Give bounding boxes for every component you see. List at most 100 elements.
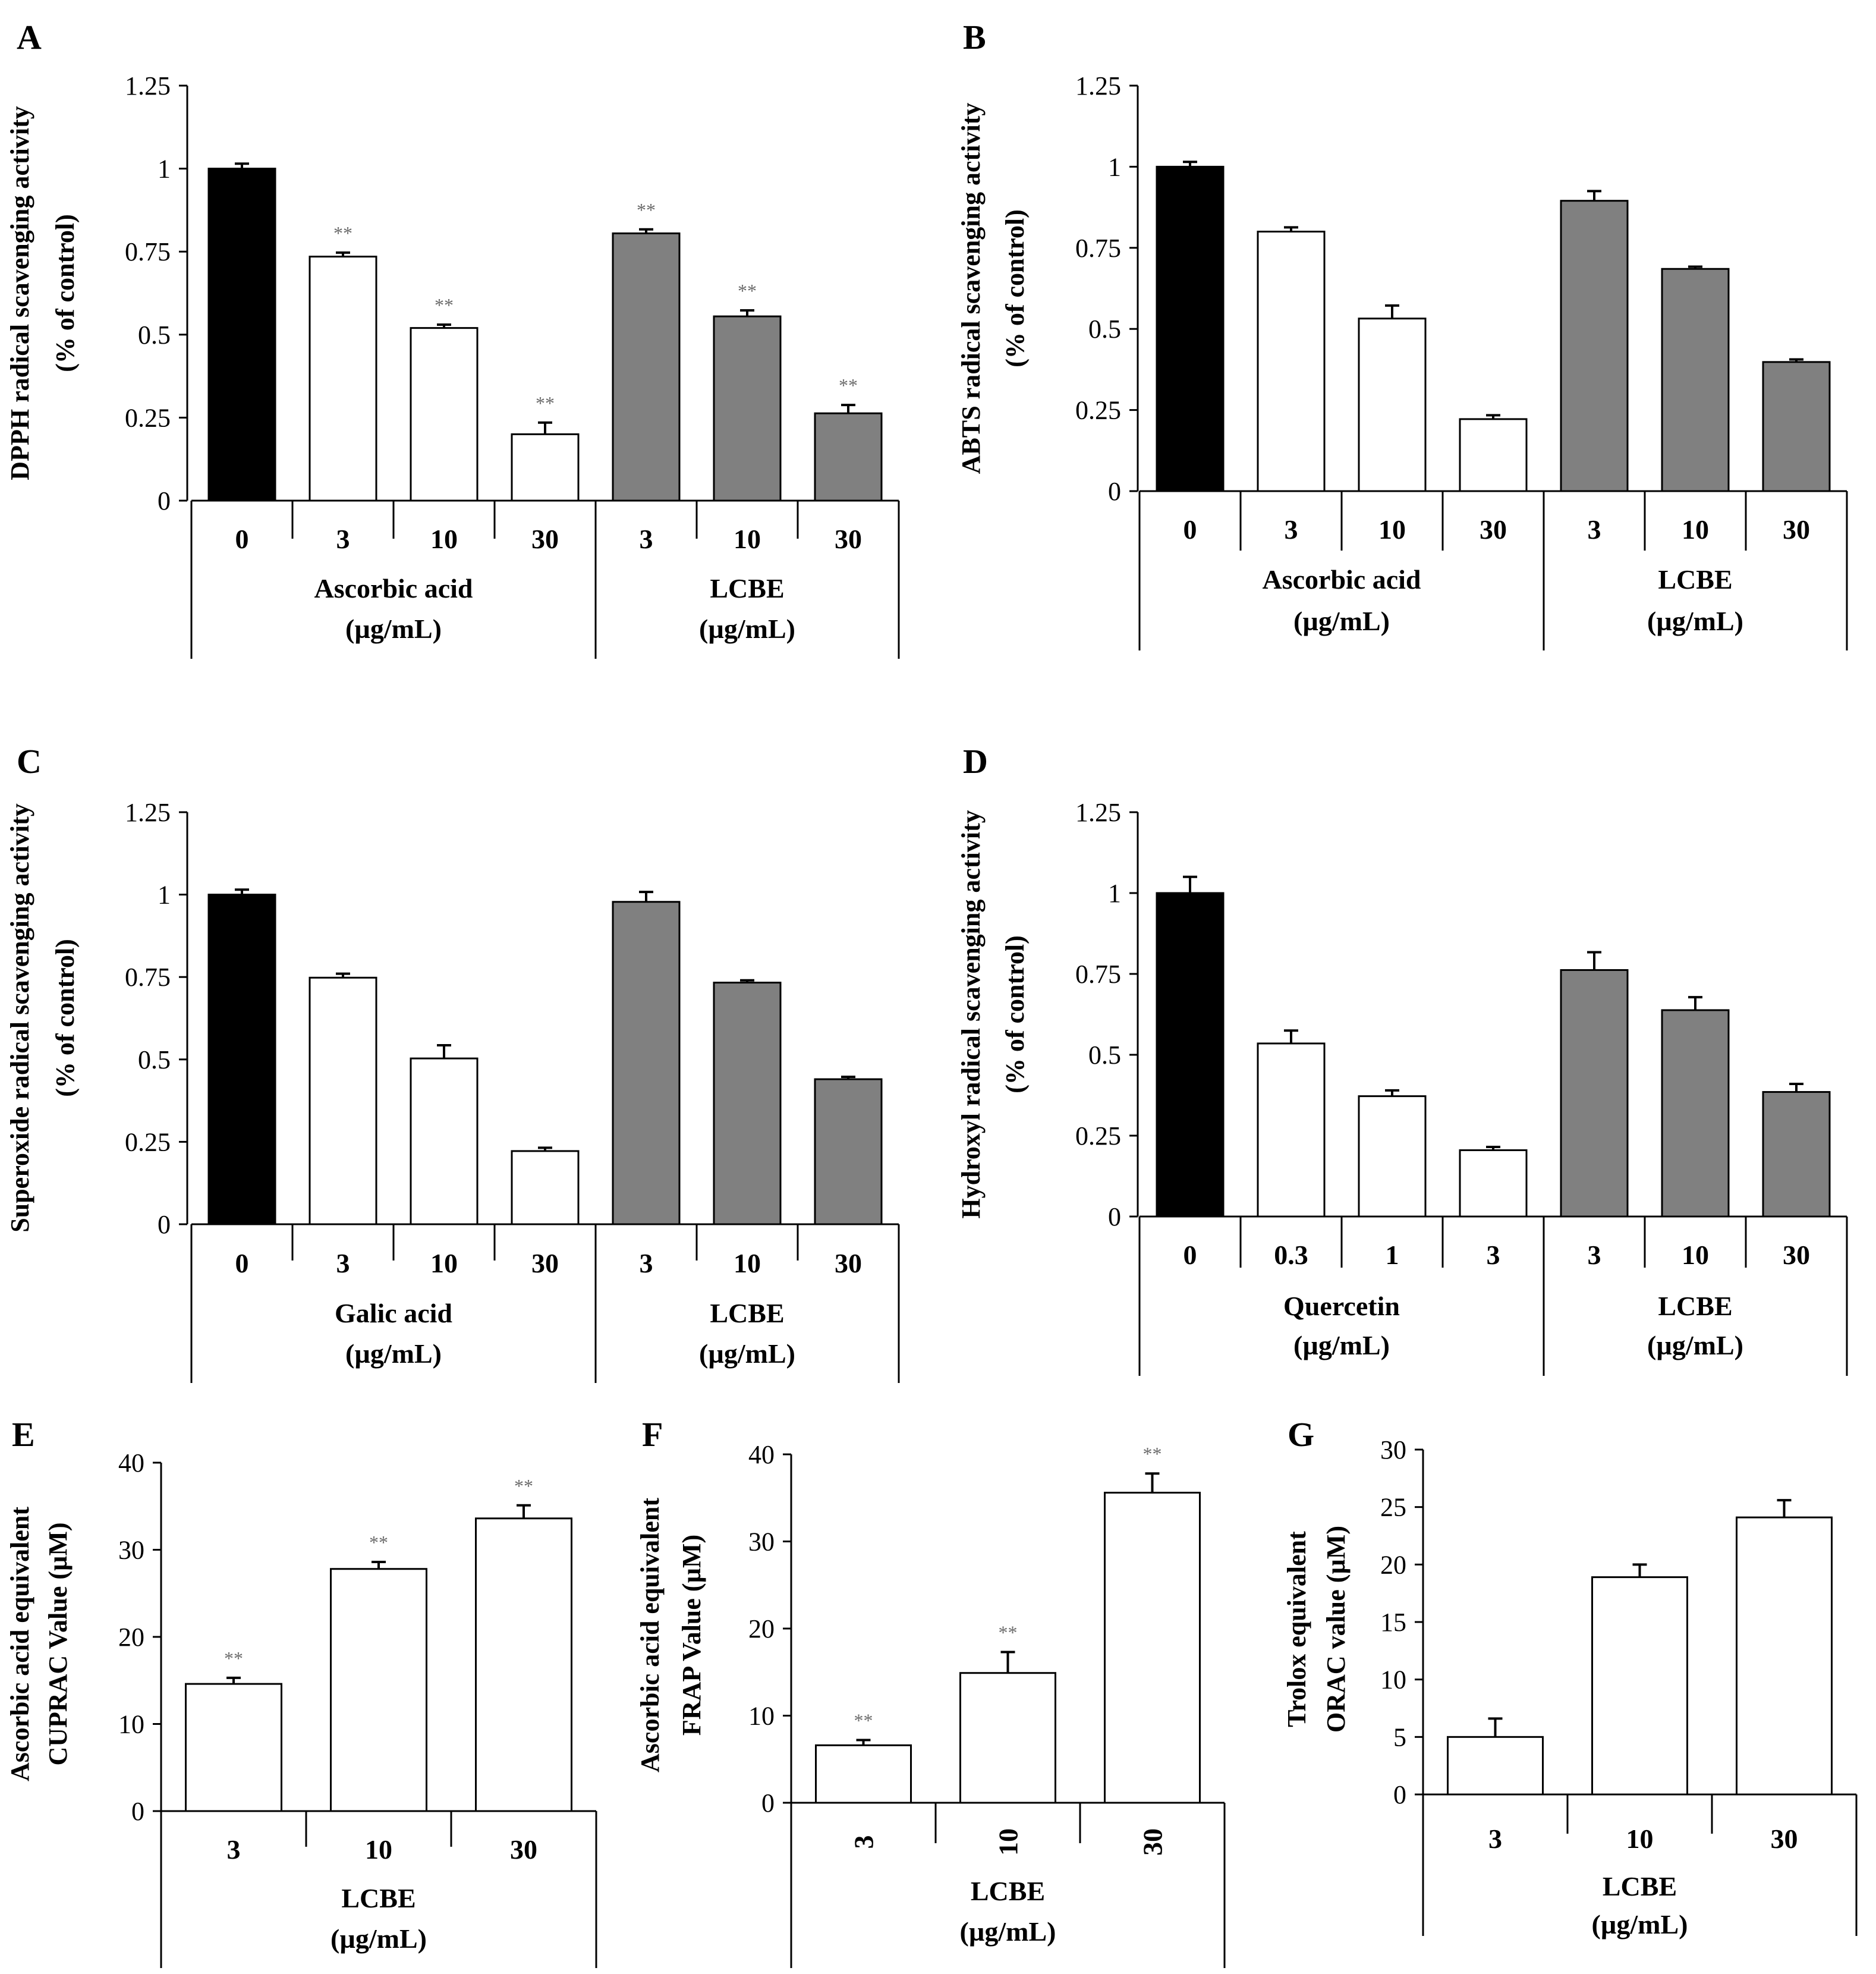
x-tick-label-group: 10 — [993, 1828, 1024, 1856]
x-tick-label: 1 — [1386, 1240, 1399, 1270]
panel-d: D 0 0.25 0.5 0.75 1 1.25 Hydroxyl radical scave… — [956, 742, 1848, 1376]
y-tick-label: 40 — [748, 1440, 775, 1469]
y-axis-title-line: Ascorbic acid equivalent — [5, 1507, 34, 1781]
y-tick-label: 0 — [158, 486, 171, 515]
x-tick-label: 10 — [365, 1834, 392, 1865]
panel-letter: C — [17, 742, 42, 781]
y-axis-title: Hydroxyl radical scavenging activity — [956, 810, 986, 1218]
bar — [1661, 268, 1730, 492]
y-tick-label: 1 — [158, 155, 171, 184]
y-axis-title-line: (% of control) — [51, 939, 80, 1097]
y-axis-title-2: (% of control) — [1000, 209, 1030, 367]
x-tick-label: 10 — [1682, 514, 1709, 545]
panel-letter: A — [17, 18, 42, 56]
x-tick-label: 30 — [1783, 1240, 1810, 1270]
bar — [1156, 165, 1225, 492]
group-unit: (µg/mL) — [1293, 1330, 1390, 1360]
significance-label: ** — [738, 280, 757, 301]
x-tick-label: 3 — [1588, 514, 1601, 545]
group-unit: (µg/mL) — [1592, 1909, 1688, 1940]
y-tick-label: 0.25 — [1075, 396, 1121, 425]
group-label: Quercetin — [1283, 1291, 1400, 1321]
significance-label: ** — [435, 294, 454, 316]
x-tick-label: 3 — [1488, 1824, 1502, 1854]
y-tick-label: 1.25 — [125, 71, 171, 100]
y-tick-label: 1 — [1108, 879, 1121, 908]
x-tick-label: 30 — [510, 1834, 537, 1865]
bar — [1257, 1042, 1326, 1218]
y-tick-label: 30 — [118, 1536, 144, 1565]
bar — [1560, 200, 1629, 492]
y-axis-title-line: ABTS radical scavenging activity — [956, 103, 986, 474]
significance-label: ** — [224, 1648, 243, 1669]
group-unit: (µg/mL) — [960, 1916, 1056, 1947]
group-unit: (µg/mL) — [1293, 606, 1390, 636]
bar — [815, 1744, 912, 1804]
y-axis-title-line: CUPRAC Value (µM) — [43, 1522, 73, 1765]
x-tick-label: 3 — [1487, 1240, 1500, 1270]
x-tick-label: 3 — [640, 1248, 653, 1278]
bar — [1447, 1736, 1544, 1796]
y-tick-label: 20 — [1380, 1550, 1406, 1579]
y-tick-label: 10 — [1380, 1665, 1406, 1695]
group-label: LCBE — [971, 1876, 1045, 1906]
bar — [1661, 1009, 1730, 1218]
group-unit: (µg/mL) — [699, 1338, 795, 1369]
y-axis-title-2: (% of control) — [51, 939, 80, 1097]
panel-b: B 0 0.25 0.5 0.75 1 1.25 ABTS radical scavengin… — [956, 18, 1848, 650]
group-unit: (µg/mL) — [1647, 606, 1743, 636]
panel-f: F 0 10 20 30 40 Ascorbic acid equivalent FRAP V… — [635, 1415, 1226, 1968]
y-axis-title-line: (% of control) — [1000, 935, 1030, 1093]
group-unit: (µg/mL) — [699, 614, 795, 644]
y-axis-title-line: (% of control) — [51, 214, 80, 372]
x-tick-label: 0.3 — [1274, 1240, 1308, 1270]
y-tick-label: 1.25 — [125, 798, 171, 827]
y-axis-title-line: ORAC value (µM) — [1321, 1526, 1351, 1733]
panel-a: A 0 0.25 0.5 0.75 1 1.25 DPPH radical scavengin… — [5, 18, 900, 659]
bar — [1257, 231, 1326, 492]
y-tick-label: 0 — [761, 1788, 775, 1818]
x-tick-label: 10 — [734, 524, 761, 554]
y-tick-label: 15 — [1380, 1608, 1406, 1637]
panel-letter: G — [1288, 1415, 1314, 1454]
x-tick-label: 10 — [1682, 1240, 1709, 1270]
x-tick-label: 10 — [734, 1248, 761, 1278]
bar — [1459, 1149, 1528, 1218]
y-tick-label: 0 — [1108, 477, 1121, 506]
significance-label: ** — [637, 199, 656, 221]
panel-letter: E — [12, 1415, 35, 1454]
y-axis-title: DPPH radical scavenging activity — [5, 106, 34, 480]
x-tick-label: 30 — [1783, 514, 1810, 545]
y-axis-title-line: Ascorbic acid equivalent — [635, 1498, 665, 1772]
significance-label: ** — [854, 1710, 873, 1731]
bar — [511, 1150, 580, 1225]
x-tick-label: 10 — [1626, 1824, 1654, 1854]
x-tick-label: 30 — [531, 524, 559, 554]
panel-letter: B — [963, 18, 986, 56]
bar — [1156, 892, 1225, 1218]
y-axis-title: Trolox equivalent — [1282, 1531, 1311, 1727]
y-tick-label: 5 — [1393, 1722, 1406, 1752]
group-unit: (µg/mL) — [1647, 1330, 1743, 1360]
x-tick-label: 3 — [1285, 514, 1298, 545]
x-tick-label: 3 — [640, 524, 653, 554]
x-tick-label: 3 — [336, 1248, 350, 1278]
bar — [1358, 1095, 1427, 1218]
y-tick-label: 20 — [748, 1614, 775, 1643]
group-unit: (µg/mL) — [330, 1923, 427, 1954]
bar — [330, 1568, 427, 1812]
bar — [1736, 1516, 1833, 1796]
y-tick-label: 20 — [118, 1623, 144, 1652]
bar — [475, 1517, 572, 1812]
y-tick-label: 0 — [158, 1210, 171, 1239]
bar — [959, 1672, 1056, 1804]
group-label: Ascorbic acid — [1262, 564, 1421, 595]
y-axis-title-2: CUPRAC Value (µM) — [43, 1522, 73, 1765]
x-tick-label: 10 — [430, 1248, 458, 1278]
x-tick-label: 3 — [336, 524, 350, 554]
bar — [207, 168, 276, 502]
bar — [1591, 1576, 1688, 1796]
x-tick-label-group: 30 — [1138, 1828, 1168, 1856]
x-tick-label: 3 — [1588, 1240, 1601, 1270]
